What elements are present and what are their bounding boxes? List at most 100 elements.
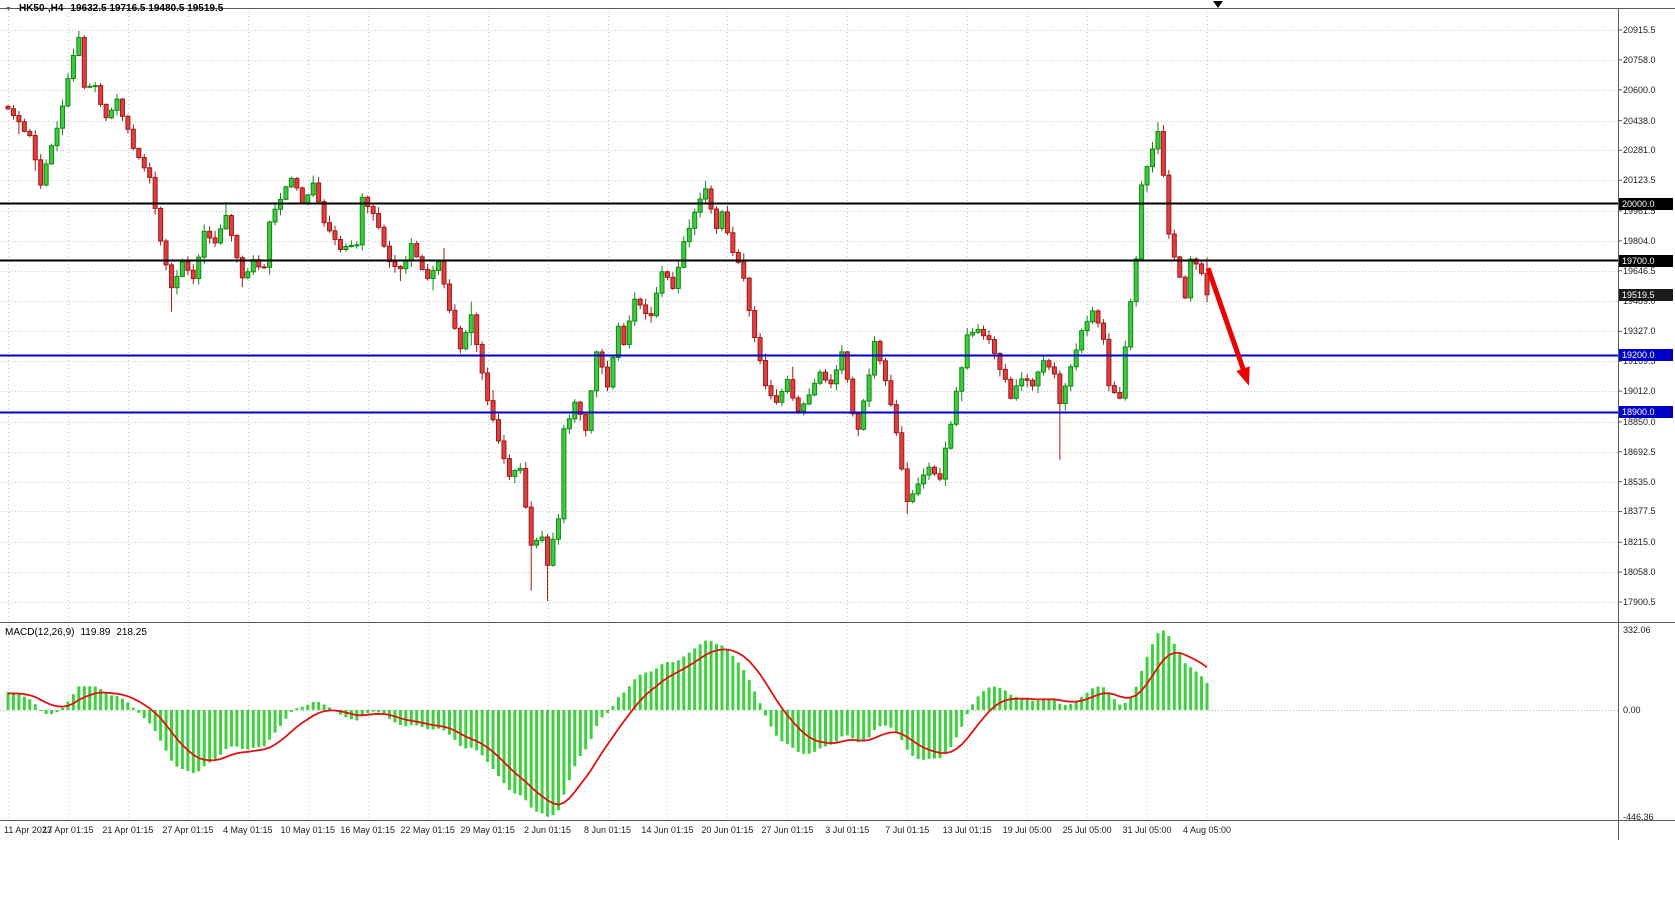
candle-body [583,413,589,431]
macd-histogram-bar [584,709,588,750]
macd-histogram-bar [965,709,969,715]
macd-histogram-bar [911,709,915,756]
macd-histogram-bar [1118,704,1122,710]
candle-body [114,98,120,111]
candle-body [861,400,867,430]
macd-histogram-bar [1085,692,1089,710]
candle-body [779,391,785,403]
candle-body [87,85,93,88]
macd-histogram-bar [1101,687,1105,710]
candle-body [572,401,578,420]
macd-histogram-bar [774,709,778,736]
candle-body [610,356,616,388]
candle-body [784,379,790,393]
macd-histogram-bar [682,656,686,710]
macd-histogram-bar [126,702,130,710]
macd-histogram-bar [371,709,375,712]
candle-body [125,115,131,130]
candle-body [997,352,1003,370]
candle-body [697,198,703,213]
macd-histogram-bar [813,709,817,752]
candle-body [959,367,965,392]
chart-shift-marker[interactable] [1213,1,1223,8]
price-axis-label: 20438.0 [1623,115,1656,126]
candle-body [686,227,692,243]
candle-body [555,518,561,540]
price-axis-label: 20915.5 [1623,24,1656,35]
macd-histogram-bar [458,709,462,746]
macd-histogram-bar [148,709,152,724]
candle-body [1188,258,1194,299]
candle-body [506,458,512,477]
border-layer [0,8,1675,840]
candle-body [381,226,387,247]
candle-body [746,277,752,312]
candle-body [970,331,976,336]
macd-histogram-bar [556,709,560,811]
time-axis-label: 4 Aug 05:00 [1182,825,1232,835]
symbol-dropdown-icon[interactable]: ▼ [5,6,12,13]
macd-histogram-bar [284,709,288,719]
candle-body [850,378,856,415]
macd-axis-label: -446.36 [1623,811,1654,822]
macd-axis[interactable]: 332.06 0.00 -446.36 [1619,0,1675,845]
macd-histogram-bar [862,709,866,742]
candle-body [376,213,382,228]
candle-body [855,413,861,430]
macd-histogram-bar [551,709,555,816]
candle-body [937,473,943,480]
price-axis-label: 20758.0 [1623,54,1656,65]
current-price-tag: 19519.5 [1619,288,1673,301]
candle-body [425,269,431,279]
candle-body [648,313,654,317]
macd-histogram-bar [845,709,849,736]
candle-body [1204,272,1210,296]
macd-histogram-bar [1020,697,1024,710]
macd-histogram-bar [1200,676,1204,710]
macd-histogram-bar [1091,688,1095,710]
candle-body [599,351,605,368]
macd-histogram-bar [469,709,473,748]
candle-body [948,423,954,449]
macd-histogram-bar [595,709,599,727]
macd-histogram-bar [878,709,882,727]
time-axis-label: 27 Jun 01:15 [761,825,814,835]
candle-body [70,54,76,80]
candle-body [49,145,55,165]
candle-body [1111,385,1117,393]
macd-axis-label: 332.06 [1623,625,1651,636]
price-axis-label: 17900.5 [1623,596,1656,607]
macd-histogram-bar [818,709,822,749]
macd-histogram-bar [1107,693,1111,710]
macd-histogram-bar [927,709,931,759]
candle-body [1030,379,1036,387]
candle-body [1095,310,1101,324]
macd-histogram-bar [660,664,664,710]
macd-histogram-bar [578,709,582,757]
candles-layer [5,30,1210,602]
macd-histogram-bar [328,707,332,710]
macd-histogram-bar [153,709,157,732]
arrow-annotation [1205,267,1250,386]
time-axis-label: 7 Jul 01:15 [885,825,930,835]
candle-body [1182,276,1188,299]
ohlc-values: 19632.5 19716.5 19480.5 19519.5 [70,3,224,14]
candle-body [654,292,660,317]
time-axis-label: 25 Jul 05:00 [1062,825,1112,835]
macd-histogram-bar [202,709,206,767]
price-axis-label: 19012.0 [1623,386,1656,397]
candle-body [392,261,398,267]
candle-body [158,207,164,242]
macd-histogram-bar [524,709,528,801]
candle-body [991,339,997,354]
candle-body [501,440,507,460]
macd-histogram-bar [377,709,381,713]
macd-histogram-bar [856,709,860,743]
time-axis-label: 31 Jul 05:00 [1122,825,1172,835]
time-axis[interactable]: 11 Apr 2023 17 Apr 01:15 21 Apr 01:15 27 Ap… [0,822,1618,842]
price-axis[interactable]: 20915.5 20758.0 20600.0 20438.0 20281.0 20123… [1619,0,1675,845]
macd-histogram-bar [633,679,637,710]
candle-body [98,85,104,105]
candle-body [866,374,872,402]
